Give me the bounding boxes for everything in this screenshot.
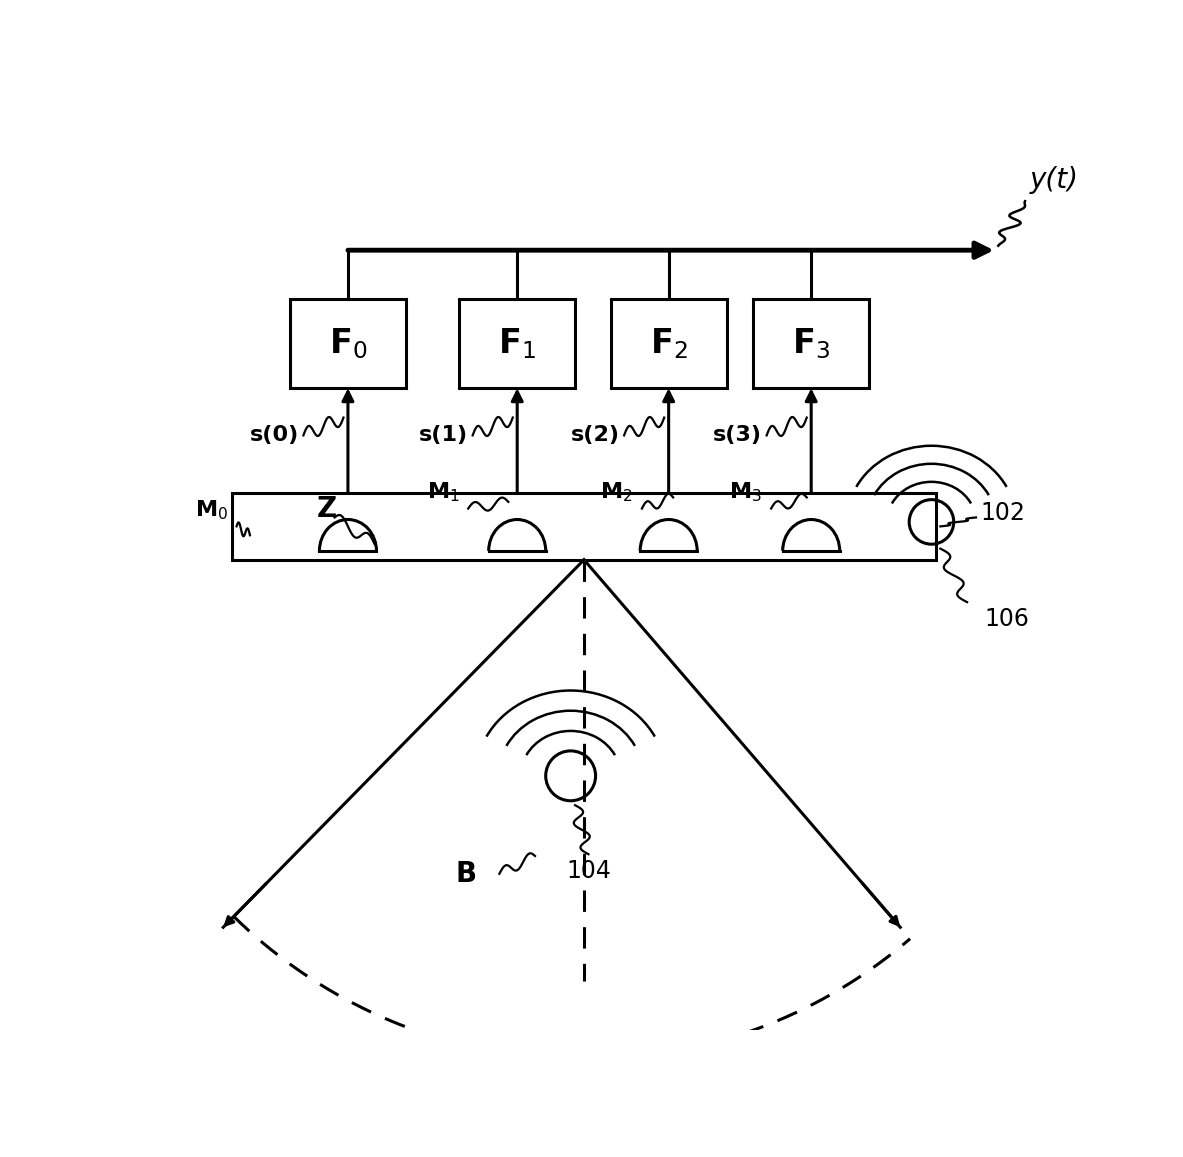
Text: $\mathbf{M}_{0}$: $\mathbf{M}_{0}$: [194, 499, 227, 522]
Bar: [290, 300, 406, 389]
Text: s(1): s(1): [419, 426, 468, 445]
Text: Z: Z: [317, 494, 337, 523]
Text: 106: 106: [985, 606, 1029, 631]
Text: $\mathbf{F}_{0}$: $\mathbf{F}_{0}$: [329, 326, 367, 361]
Bar: [610, 300, 726, 389]
Text: 102: 102: [981, 501, 1026, 525]
Text: $\mathbf{M}_{2}$: $\mathbf{M}_{2}$: [601, 480, 633, 504]
Text: s(2): s(2): [570, 426, 620, 445]
Text: s(0): s(0): [250, 426, 299, 445]
Bar: [459, 300, 575, 389]
Bar: [754, 300, 870, 389]
Text: y(t): y(t): [1029, 167, 1079, 194]
Text: $\mathbf{F}_{3}$: $\mathbf{F}_{3}$: [793, 326, 830, 361]
Text: $\mathbf{F}_{2}$: $\mathbf{F}_{2}$: [649, 326, 687, 361]
Text: $\mathbf{F}_{1}$: $\mathbf{F}_{1}$: [498, 326, 536, 361]
Text: $\mathbf{M}_{3}$: $\mathbf{M}_{3}$: [730, 480, 762, 504]
Bar: [232, 493, 936, 560]
Text: 104: 104: [565, 858, 610, 883]
Text: $\mathbf{M}_{1}$: $\mathbf{M}_{1}$: [427, 480, 459, 504]
Text: B: B: [455, 860, 477, 887]
Text: s(3): s(3): [713, 426, 762, 445]
